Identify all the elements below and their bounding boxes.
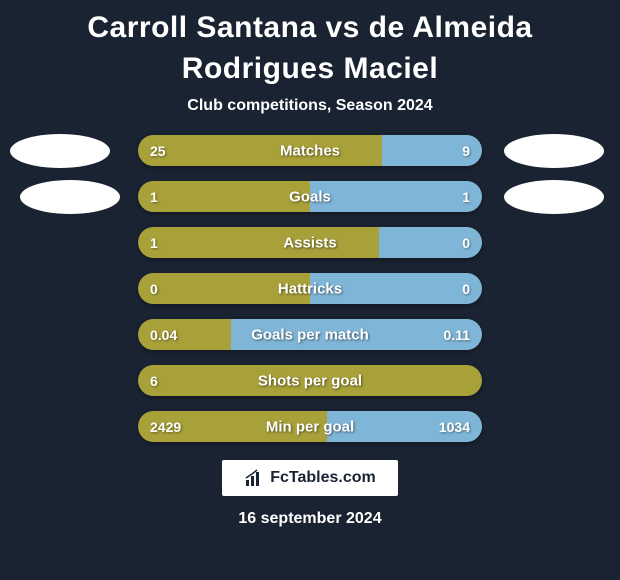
bar-segment-right	[310, 181, 482, 212]
date-label: 16 september 2024	[238, 510, 381, 528]
bar-segment-left	[138, 227, 379, 258]
stat-value-left: 0	[150, 281, 158, 297]
stat-label: Matches	[280, 142, 340, 159]
stat-value-right: 0	[462, 235, 470, 251]
stat-bar: Hattricks 0 0	[138, 273, 482, 304]
player-avatar-left	[10, 134, 110, 168]
stat-label: Shots per goal	[258, 372, 362, 389]
stat-label: Goals per match	[251, 326, 369, 343]
stat-bar: Shots per goal 6	[138, 365, 482, 396]
logo-text: FcTables.com	[270, 469, 376, 487]
bar-segment-left	[138, 181, 310, 212]
player-avatar-left	[20, 180, 120, 214]
stat-bar: Matches 25 9	[138, 135, 482, 166]
stat-row: Min per goal 2429 1034	[0, 411, 620, 442]
stat-label: Hattricks	[278, 280, 342, 297]
stat-bar: Goals per match 0.04 0.11	[138, 319, 482, 350]
stat-label: Assists	[283, 234, 336, 251]
chart-icon	[244, 468, 264, 488]
stat-bar: Min per goal 2429 1034	[138, 411, 482, 442]
stat-value-right: 1034	[439, 419, 470, 435]
player-avatar-right	[504, 134, 604, 168]
stat-row: Assists 1 0	[0, 227, 620, 258]
stat-value-right: 0	[462, 281, 470, 297]
subtitle: Club competitions, Season 2024	[187, 97, 432, 115]
stat-label: Min per goal	[266, 418, 354, 435]
stat-bar: Assists 1 0	[138, 227, 482, 258]
stat-row: Hattricks 0 0	[0, 273, 620, 304]
stat-value-left: 25	[150, 143, 166, 159]
stat-value-left: 1	[150, 189, 158, 205]
stat-label: Goals	[289, 188, 331, 205]
stat-row: Matches 25 9	[0, 135, 620, 166]
stat-value-left: 6	[150, 373, 158, 389]
logo-badge: FcTables.com	[222, 460, 398, 496]
stat-value-left: 0.04	[150, 327, 177, 343]
player-avatar-right	[504, 180, 604, 214]
comparison-chart: Matches 25 9 Goals 1 1 Assists 1 0 Hattricks 0 0 Goa…	[0, 135, 620, 442]
stat-row: Goals per match 0.04 0.11	[0, 319, 620, 350]
stat-row: Goals 1 1	[0, 181, 620, 212]
stat-row: Shots per goal 6	[0, 365, 620, 396]
stat-value-right: 1	[462, 189, 470, 205]
stat-value-left: 2429	[150, 419, 181, 435]
stat-value-right: 9	[462, 143, 470, 159]
bar-segment-left	[138, 135, 382, 166]
page-title: Carroll Santana vs de Almeida Rodrigues …	[0, 0, 620, 93]
stat-value-left: 1	[150, 235, 158, 251]
stat-bar: Goals 1 1	[138, 181, 482, 212]
stat-value-right: 0.11	[444, 327, 470, 343]
